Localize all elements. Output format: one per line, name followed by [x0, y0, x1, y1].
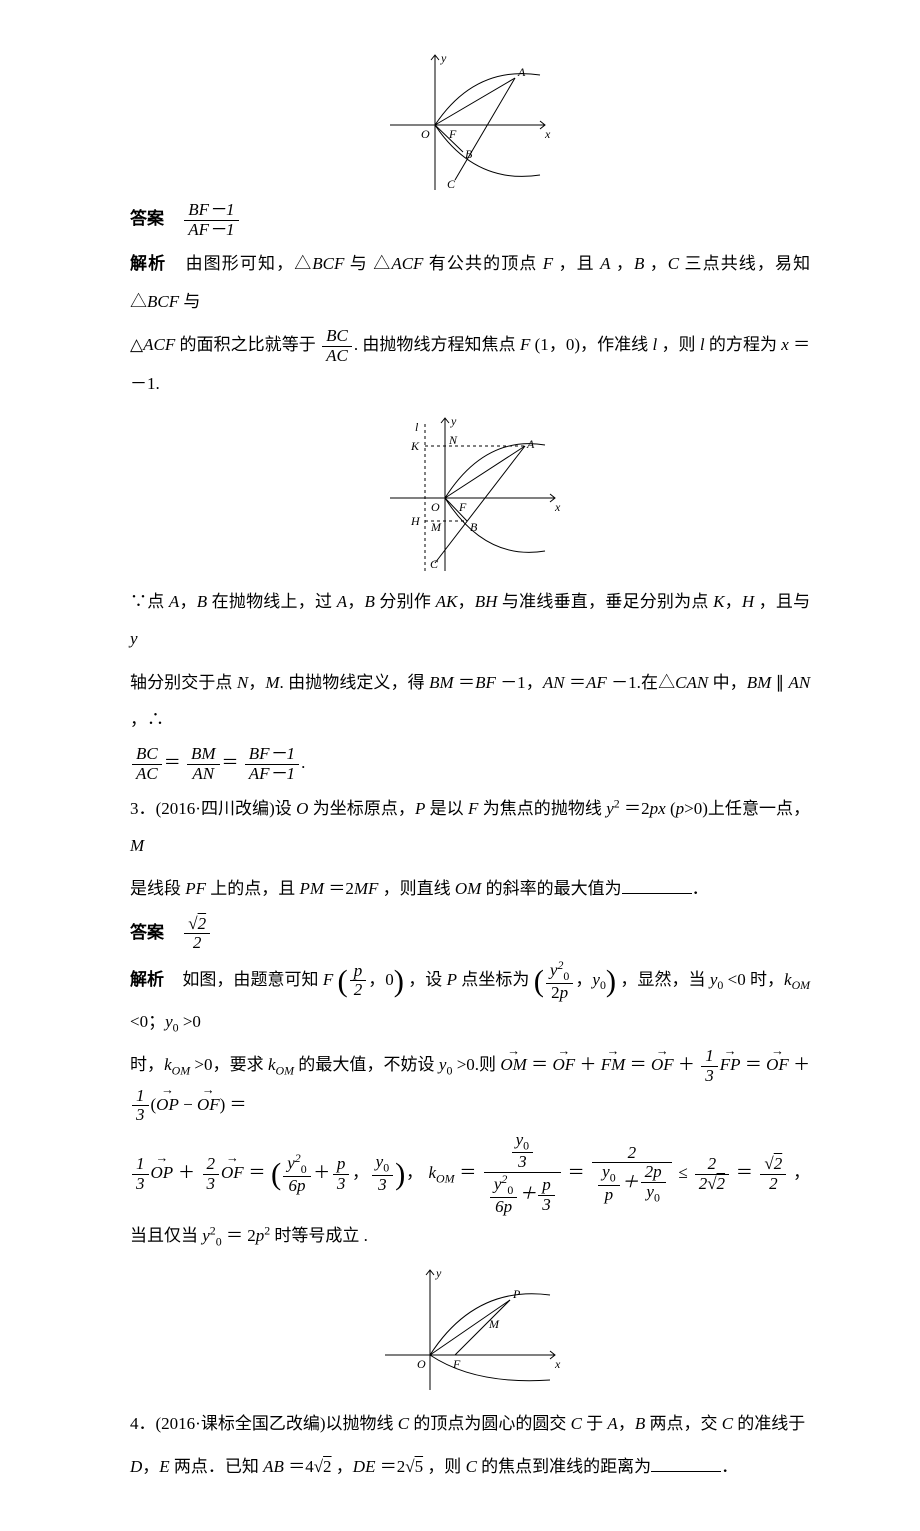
- svg-text:F: F: [458, 500, 467, 514]
- answer-1-fraction: BF－1 AF－1: [184, 201, 238, 239]
- explain-label: 解析: [130, 254, 166, 273]
- answer-label: 答案: [130, 209, 164, 228]
- figure-3-svg: O F P M x y: [375, 1265, 565, 1395]
- figure-2-svg: O F A B C x y l K N H M: [375, 413, 565, 573]
- answer-3: 答案 √2 2: [130, 914, 810, 953]
- svg-text:N: N: [448, 433, 458, 447]
- document-page: O F A B C x y 答案 BF－1 AF－1 解析 由图形可知，△BCF…: [0, 0, 920, 1531]
- svg-text:O: O: [417, 1357, 426, 1371]
- question-4b: D，E 两点．已知 AB ＝4√2 ，DE ＝2√5 ，则 C 的焦点到准线的距…: [130, 1448, 810, 1485]
- figure-2: O F A B C x y l K N H M: [130, 413, 810, 573]
- explain-3-line2: 时，kOM >0，要求 kOM 的最大值，不妨设 y0 >0.则 OM ＝ OF…: [130, 1046, 810, 1125]
- figure-1-svg: O F A B C x y: [385, 50, 555, 190]
- explain-3-line1: 解析 如图，由题意可知 F (p2，0) ，设 P 点坐标为 (y202p，y0…: [130, 959, 810, 1040]
- svg-text:M: M: [488, 1317, 500, 1331]
- explain-1-para3: 轴分别交于点 N，M. 由抛物线定义，得 BM ＝BF －1，AN ＝AF －1…: [130, 664, 810, 739]
- svg-text:K: K: [410, 439, 420, 453]
- q3-number: 3．: [130, 799, 156, 818]
- fig1-A: A: [517, 65, 526, 79]
- svg-text:H: H: [410, 514, 421, 528]
- q4-number: 4．: [130, 1414, 156, 1433]
- answer-1: 答案 BF－1 AF－1: [130, 200, 810, 239]
- svg-text:l: l: [415, 420, 419, 434]
- question-3b: 是线段 PF 上的点，且 PM ＝2MF ，则直线 OM 的斜率的最大值为．: [130, 870, 810, 907]
- svg-text:A: A: [526, 437, 535, 451]
- explain-1-line2: △ACF 的面积之比就等于 BC AC . 由抛物线方程知焦点 F (1，0)，…: [130, 326, 810, 403]
- figure-1: O F A B C x y: [130, 50, 810, 190]
- fig1-O: O: [421, 127, 430, 141]
- svg-text:B: B: [470, 520, 478, 534]
- svg-text:P: P: [512, 1287, 521, 1301]
- fig1-x: x: [544, 127, 551, 141]
- svg-text:x: x: [554, 500, 561, 514]
- explain-1-line1: 解析 由图形可知，△BCF 与 △ACF 有公共的顶点 F ，且 A ，B ，C…: [130, 245, 810, 320]
- fig1-B: B: [465, 147, 473, 161]
- figure-3: O F P M x y: [130, 1265, 810, 1395]
- svg-text:O: O: [431, 500, 440, 514]
- svg-text:y: y: [450, 414, 457, 428]
- svg-text:y: y: [435, 1266, 442, 1280]
- svg-text:F: F: [452, 1357, 461, 1371]
- svg-text:C: C: [430, 557, 439, 571]
- fig1-C: C: [447, 177, 456, 190]
- question-3: 3．(2016·四川改编)设 O 为坐标原点，P 是以 F 为焦点的抛物线 y2…: [130, 790, 810, 865]
- answer-blank: [622, 876, 692, 894]
- question-4: 4．(2016·课标全国乙改编)以抛物线 C 的顶点为圆心的圆交 C 于 A，B…: [130, 1405, 810, 1442]
- fig1-y: y: [440, 51, 447, 65]
- explain-3-line3: 13OP ＋ 23OF ＝ (y206p＋p3，y03)， kOM ＝ y03 …: [130, 1131, 810, 1255]
- svg-text:x: x: [554, 1357, 561, 1371]
- svg-text:M: M: [430, 520, 442, 534]
- fig1-F: F: [448, 127, 457, 141]
- answer-blank-4: [651, 1454, 721, 1472]
- explain-1-frac-chain: BCAC＝ BMAN＝ BF－1AF－1.: [130, 744, 810, 783]
- explain-1-para2: ∵点 A，B 在抛物线上，过 A，B 分别作 AK，BH 与准线垂直，垂足分别为…: [130, 583, 810, 658]
